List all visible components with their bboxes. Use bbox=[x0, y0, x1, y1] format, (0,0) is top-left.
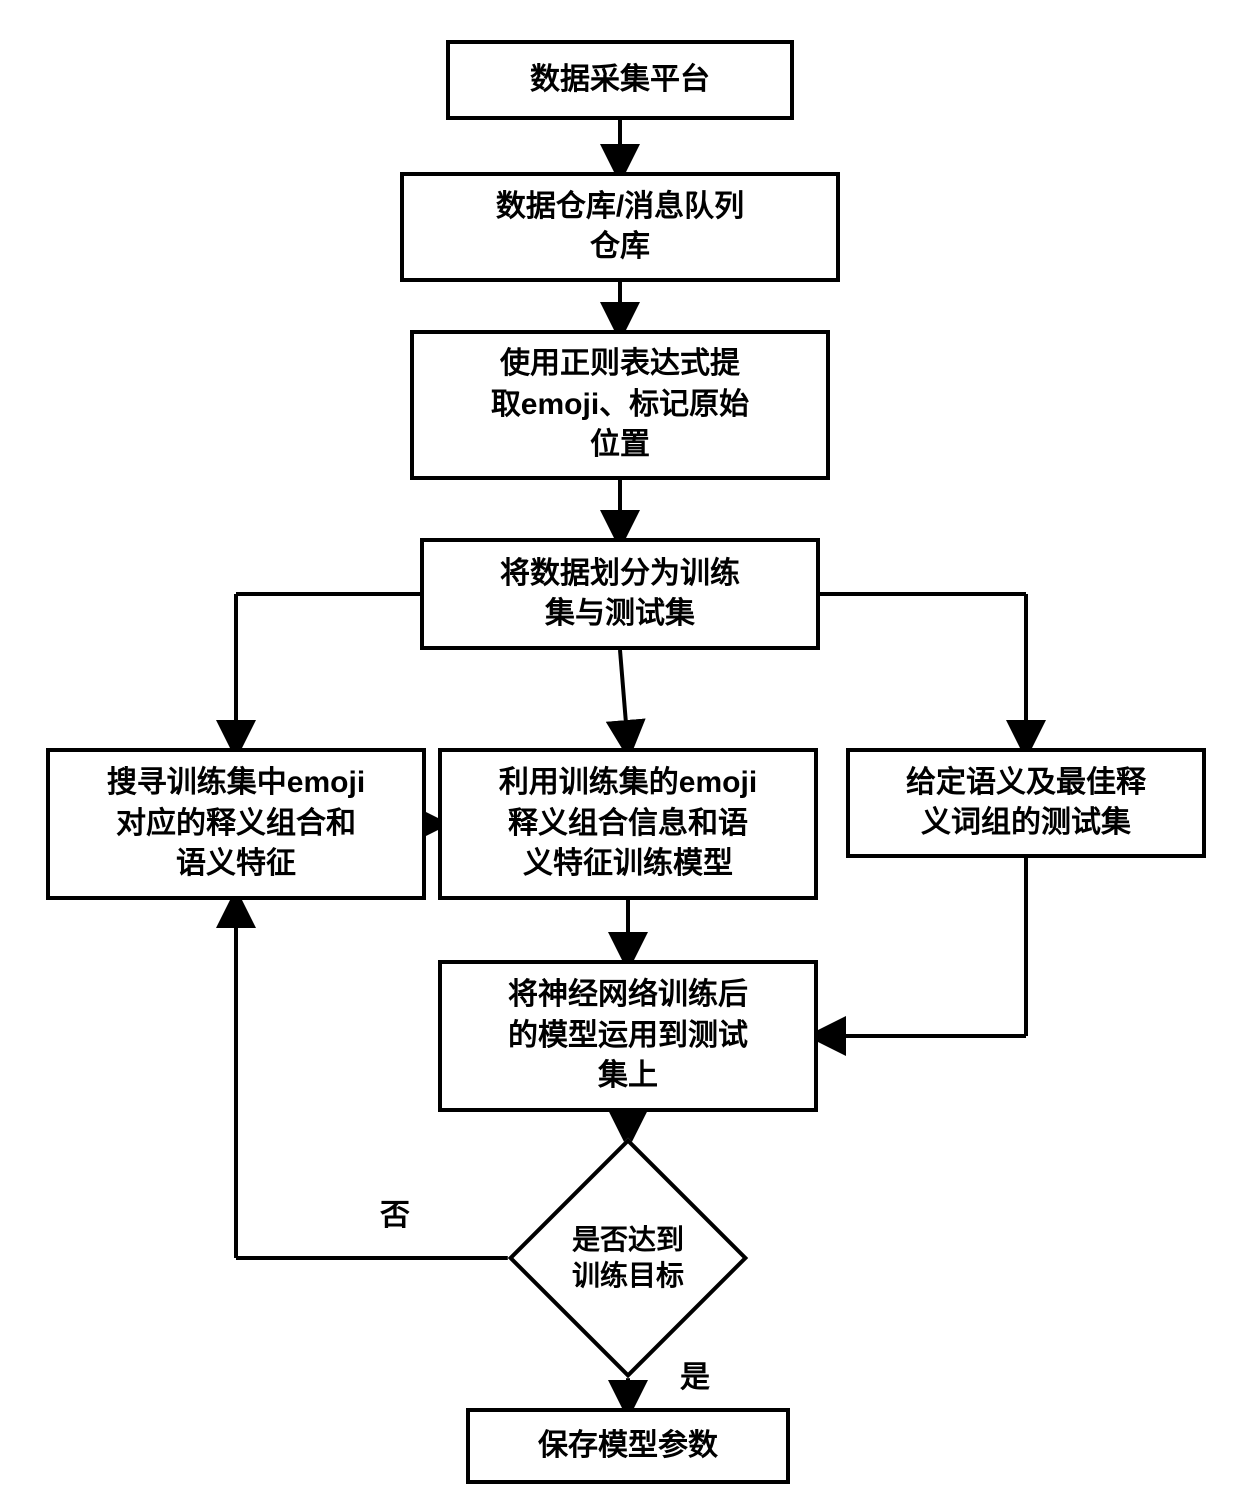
edge-label: 是 bbox=[680, 1352, 710, 1396]
flow-node-n4: 将数据划分为训练集与测试集 bbox=[420, 538, 820, 650]
flow-node-text: 数据采集平台 bbox=[530, 60, 710, 101]
flow-node-n7: 给定语义及最佳释义词组的测试集 bbox=[846, 748, 1206, 858]
flow-node-text: 数据仓库/消息队列仓库 bbox=[496, 187, 744, 268]
flow-node-text-span: 是否达到训练目标 bbox=[572, 1222, 684, 1295]
flow-node-text: 使用正则表达式提取emoji、标记原始位置 bbox=[491, 344, 749, 466]
flow-node-text: 是否达到训练目标 bbox=[543, 1173, 713, 1343]
edge-label-text: 否 bbox=[380, 1199, 410, 1232]
flow-node-text: 给定语义及最佳释义词组的测试集 bbox=[906, 763, 1146, 844]
flow-node-n5: 搜寻训练集中emoji对应的释义组合和语义特征 bbox=[46, 748, 426, 900]
flowchart-canvas: 数据采集平台数据仓库/消息队列仓库使用正则表达式提取emoji、标记原始位置将数… bbox=[0, 0, 1240, 1511]
flow-node-text: 搜寻训练集中emoji对应的释义组合和语义特征 bbox=[107, 763, 365, 885]
flow-decision-n9: 是否达到训练目标 bbox=[543, 1173, 713, 1343]
flow-node-text: 将数据划分为训练集与测试集 bbox=[500, 554, 740, 635]
edge-label-text: 是 bbox=[680, 1361, 710, 1394]
flow-node-text: 利用训练集的emoji释义组合信息和语义特征训练模型 bbox=[499, 763, 757, 885]
flow-node-n3: 使用正则表达式提取emoji、标记原始位置 bbox=[410, 330, 830, 480]
flow-node-n1: 数据采集平台 bbox=[446, 40, 794, 120]
edge-label: 否 bbox=[380, 1190, 410, 1234]
flow-node-n8: 将神经网络训练后的模型运用到测试集上 bbox=[438, 960, 818, 1112]
flow-node-n6: 利用训练集的emoji释义组合信息和语义特征训练模型 bbox=[438, 748, 818, 900]
flow-node-text: 将神经网络训练后的模型运用到测试集上 bbox=[508, 975, 748, 1097]
flow-node-n2: 数据仓库/消息队列仓库 bbox=[400, 172, 840, 282]
flow-node-text: 保存模型参数 bbox=[538, 1426, 718, 1467]
flow-node-n10: 保存模型参数 bbox=[466, 1408, 790, 1484]
